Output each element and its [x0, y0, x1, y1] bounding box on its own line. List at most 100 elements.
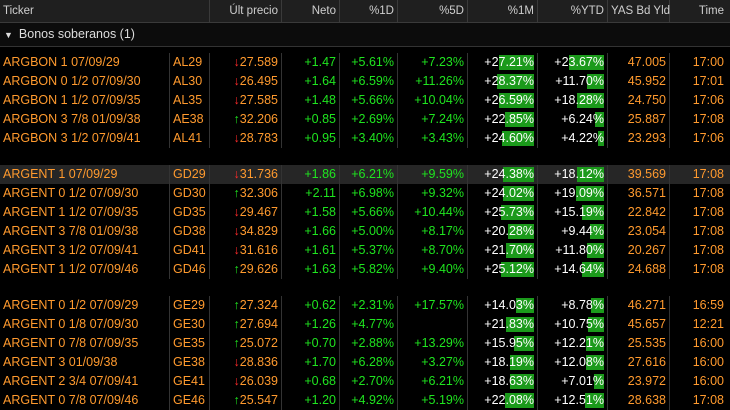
pct-1m-value: +24.02%: [484, 186, 534, 200]
table-row[interactable]: ARGENT 1 07/09/29 GD29 ↓31.736 +1.86 +6.21% +…: [0, 165, 730, 184]
pct-1m-bar: [501, 205, 534, 220]
pct-1m-value: +25.12%: [484, 262, 534, 276]
last-price: ↓34.829: [210, 222, 282, 241]
table-row[interactable]: ARGENT 3 7/8 01/09/38 GD38 ↓34.829 +1.66 +5.…: [0, 222, 730, 241]
pct-ytd-bar: [585, 393, 604, 408]
pct-1m-value: +24.38%: [484, 167, 534, 181]
table-row[interactable]: ARGBON 3 1/2 07/09/41 AL41 ↓28.783 +0.95 +3.…: [0, 129, 730, 148]
pct-5d: +8.70%: [398, 241, 468, 260]
table-row[interactable]: ARGBON 3 7/8 01/09/38 AE38 ↑32.206 +0.85 +2.…: [0, 110, 730, 129]
ticker-code[interactable]: GD41: [170, 241, 210, 260]
pct-1m-bar: [516, 298, 534, 313]
pct-ytd: +10.75%: [538, 315, 608, 334]
bond-name[interactable]: ARGENT 1 1/2 07/09/35: [0, 203, 170, 222]
bond-name[interactable]: ARGBON 1 07/09/29: [0, 53, 170, 72]
bond-name[interactable]: ARGENT 3 01/09/38: [0, 353, 170, 372]
arrow-up-icon: ↑: [233, 393, 240, 407]
table-row[interactable]: ARGBON 1 1/2 07/09/35 AL35 ↓27.585 +1.48 +5.…: [0, 91, 730, 110]
bond-name[interactable]: ARGENT 0 1/2 07/09/29: [0, 296, 170, 315]
bond-name[interactable]: ARGBON 3 1/2 07/09/41: [0, 129, 170, 148]
section-header[interactable]: ▼ Bonos soberanos (1): [0, 23, 730, 47]
net-change: +0.70: [282, 334, 340, 353]
ticker-code[interactable]: GE46: [170, 391, 210, 410]
table-row[interactable]: ARGENT 3 01/09/38 GE38 ↓28.836 +1.70 +6.28% +…: [0, 353, 730, 372]
ticker-code[interactable]: GE30: [170, 315, 210, 334]
ticker-code[interactable]: AL29: [170, 53, 210, 72]
col-time[interactable]: Time: [698, 5, 724, 17]
price-value: 29.626: [239, 262, 278, 276]
pct-ytd: +11.80%: [538, 241, 608, 260]
bond-name[interactable]: ARGENT 2 3/4 07/09/41: [0, 372, 170, 391]
table-row[interactable]: ARGBON 1 07/09/29 AL29 ↓27.589 +1.47 +5.61% +…: [0, 53, 730, 72]
bond-name[interactable]: ARGBON 0 1/2 07/09/30: [0, 72, 170, 91]
table-row[interactable]: ARGENT 0 1/2 07/09/29 GE29 ↑27.324 +0.62 +2.…: [0, 296, 730, 315]
ticker-code[interactable]: GD38: [170, 222, 210, 241]
price-value: 27.589: [239, 55, 278, 69]
pct-ytd-bar: [598, 131, 604, 146]
pct-1d: +6.28%: [340, 353, 398, 372]
col-ticker[interactable]: Ticker: [0, 0, 210, 22]
price-value: 32.206: [239, 112, 278, 126]
pct-ytd-value: +11.70%: [555, 74, 604, 88]
pct-1m-value: +27.21%: [484, 55, 534, 69]
table-row[interactable]: ARGENT 3 1/2 07/09/41 GD41 ↓31.616 +1.61 +5.…: [0, 241, 730, 260]
table-row[interactable]: ARGENT 0 7/8 07/09/35 GE35 ↑25.072 +0.70 +2.…: [0, 334, 730, 353]
ticker-code[interactable]: AL30: [170, 72, 210, 91]
table-row[interactable]: ARGENT 0 1/8 07/09/30 GE30 ↑27.694 +1.26 +4.…: [0, 315, 730, 334]
table-row[interactable]: ARGENT 0 1/2 07/09/30 GD30 ↑32.306 +2.11 +6.…: [0, 184, 730, 203]
bond-name[interactable]: ARGENT 3 1/2 07/09/41: [0, 241, 170, 260]
pct-1m: +21.70%: [468, 241, 538, 260]
bond-name[interactable]: ARGENT 0 7/8 07/09/35: [0, 334, 170, 353]
table-row[interactable]: ARGENT 1 1/2 07/09/35 GD35 ↓29.467 +1.58 +5.…: [0, 203, 730, 222]
bond-name[interactable]: ARGENT 1 07/09/29: [0, 165, 170, 184]
update-time: 17:08: [692, 112, 724, 126]
table-row[interactable]: ARGENT 2 3/4 07/09/41 GE41 ↓26.039 +0.68 +2.…: [0, 372, 730, 391]
ticker-code[interactable]: GD35: [170, 203, 210, 222]
col-yas-yld[interactable]: YAS Bd Yld: [608, 0, 670, 22]
bond-name[interactable]: ARGENT 0 7/8 07/09/46: [0, 391, 170, 410]
bond-name[interactable]: ARGENT 3 7/8 01/09/38: [0, 222, 170, 241]
table-row[interactable]: ARGENT 0 7/8 07/09/46 GE46 ↑25.547 +1.20 +4.…: [0, 391, 730, 410]
ticker-code[interactable]: AE38: [170, 110, 210, 129]
table-row[interactable]: ARGBON 0 1/2 07/09/30 AL30 ↓26.495 +1.64 +6.…: [0, 72, 730, 91]
table-row[interactable]: ARGENT 1 1/2 07/09/46 GD46 ↑29.626 +1.63 +5.…: [0, 260, 730, 279]
ticker-code[interactable]: AL41: [170, 129, 210, 148]
arrow-down-icon: ↓: [233, 93, 240, 107]
pct-1m-value: +21.70%: [484, 243, 534, 257]
pct-5d: +9.59%: [398, 165, 468, 184]
ticker-code[interactable]: GE38: [170, 353, 210, 372]
bond-name[interactable]: ARGBON 3 7/8 01/09/38: [0, 110, 170, 129]
col-pct-1d[interactable]: %1D: [340, 0, 398, 22]
col-pct-5d[interactable]: %5D: [398, 0, 468, 22]
yas-yield: 24.750: [608, 91, 670, 110]
ticker-code[interactable]: GE29: [170, 296, 210, 315]
price-value: 27.694: [239, 317, 278, 331]
pct-5d: +5.19%: [398, 391, 468, 410]
net-change: +1.64: [282, 72, 340, 91]
arrow-down-icon: ↓: [233, 74, 240, 88]
bond-name[interactable]: ARGENT 0 1/8 07/09/30: [0, 315, 170, 334]
ticker-code[interactable]: GD46: [170, 260, 210, 279]
price-value: 26.495: [239, 74, 278, 88]
pct-1d: +5.37%: [340, 241, 398, 260]
update-time: 17:00: [692, 55, 724, 69]
ticker-code[interactable]: AL35: [170, 91, 210, 110]
pct-ytd-value: +4.22%: [561, 131, 604, 145]
col-pct-1m[interactable]: %1M: [468, 0, 538, 22]
bond-name[interactable]: ARGBON 1 1/2 07/09/35: [0, 91, 170, 110]
pct-ytd: +7.01%: [538, 372, 608, 391]
ticker-code[interactable]: GD30: [170, 184, 210, 203]
bond-name[interactable]: ARGENT 0 1/2 07/09/30: [0, 184, 170, 203]
col-net[interactable]: Neto: [282, 0, 340, 22]
bond-name[interactable]: ARGENT 1 1/2 07/09/46: [0, 260, 170, 279]
pct-5d: +3.43%: [398, 129, 468, 148]
col-pct-ytd[interactable]: %YTD: [538, 0, 608, 22]
pct-ytd-bar: [577, 167, 604, 182]
ticker-code[interactable]: GE35: [170, 334, 210, 353]
arrow-up-icon: ↑: [233, 317, 240, 331]
col-last-price[interactable]: Últ precio: [210, 0, 282, 22]
ticker-code[interactable]: GE41: [170, 372, 210, 391]
collapse-triangle-icon[interactable]: ▼: [4, 30, 13, 40]
ticker-code[interactable]: GD29: [170, 165, 210, 184]
pct-ytd-bar: [591, 298, 604, 313]
